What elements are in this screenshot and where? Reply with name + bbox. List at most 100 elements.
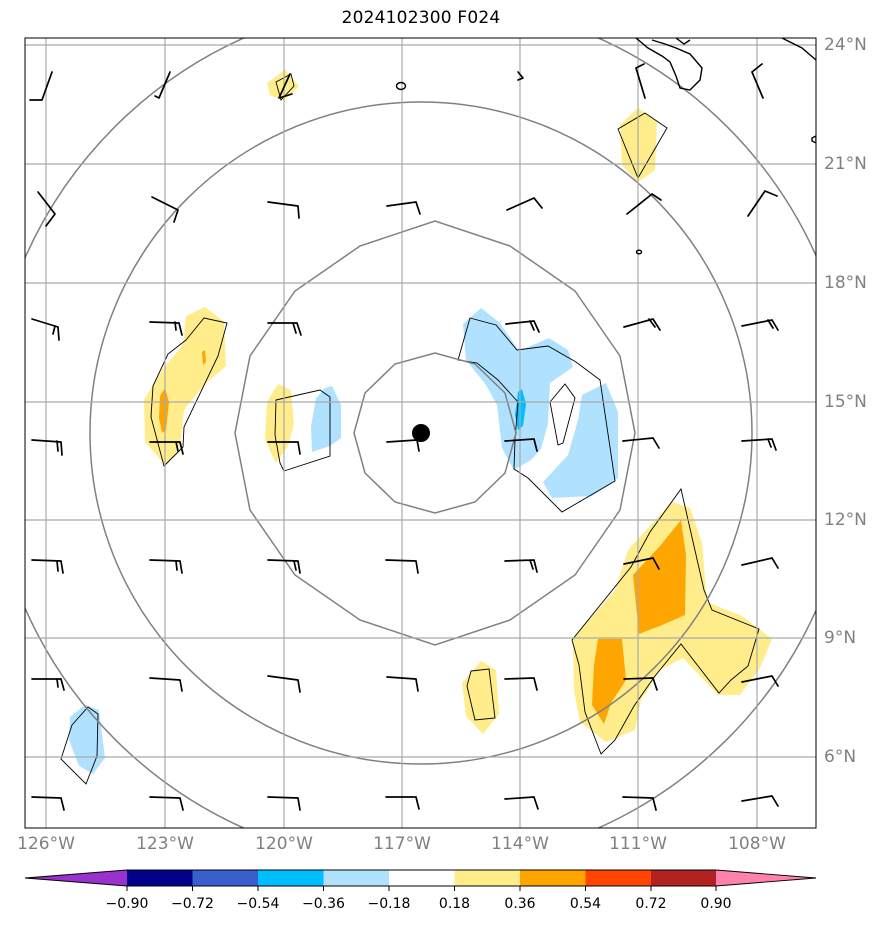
wind-barb [741, 557, 779, 569]
coastline-segment [675, 38, 691, 45]
wind-barb [149, 677, 183, 692]
wind-barb [504, 559, 538, 573]
colorbar-bin [585, 870, 651, 886]
shade-yellow [265, 384, 294, 463]
wind-barb [504, 796, 539, 810]
wind-barb [31, 559, 64, 574]
lon-label: 114°W [491, 834, 549, 854]
lon-label: 111°W [609, 834, 667, 854]
shade-light-blue [311, 386, 341, 452]
lat-label: 15°N [824, 392, 867, 412]
shade-orange [202, 350, 206, 365]
wind-barb [31, 439, 63, 456]
wind-barb [386, 201, 421, 215]
contour-line [457, 317, 616, 513]
colorbar-bin [127, 870, 193, 886]
lon-label: 120°W [255, 834, 313, 854]
island [811, 135, 816, 144]
range-ring [234, 220, 636, 646]
wind-barb [386, 676, 419, 692]
wind-barb [741, 675, 779, 687]
range-ring [89, 101, 753, 765]
wind-barb [623, 557, 660, 570]
storm-center-marker [412, 424, 430, 442]
colorbar-tick-label: 0.90 [700, 896, 732, 912]
wind-barb [385, 559, 419, 574]
range-ring [353, 352, 517, 514]
wind-barb [31, 318, 60, 341]
contour-line [275, 73, 295, 101]
shade-yellow [462, 661, 499, 734]
wind-barb [623, 677, 658, 691]
contour-line [617, 112, 668, 180]
colorbar-bin [454, 870, 520, 886]
contour-lines [60, 73, 760, 785]
shade-light-blue [69, 705, 105, 774]
range-rings [25, 38, 816, 828]
shade-light-blue [463, 308, 573, 470]
wind-barb [149, 796, 184, 811]
shade-orange [159, 388, 169, 433]
coastline-mainland [635, 38, 703, 91]
contour-line [466, 668, 496, 721]
lon-label: 123°W [136, 834, 194, 854]
wind-barb [506, 197, 543, 211]
coastline [395, 38, 816, 255]
colorbar-tick-label: 0.18 [438, 896, 471, 912]
contour-line [60, 706, 99, 785]
colorbar-tick-label: −0.18 [367, 896, 411, 912]
lat-label: 24°N [824, 35, 867, 55]
wind-barb [267, 201, 300, 219]
colorbar-extend-high [716, 870, 816, 886]
wind-barb [747, 190, 778, 217]
lon-label: 126°W [17, 834, 75, 854]
shade-yellow [267, 70, 299, 101]
wind-barb [626, 193, 662, 215]
wind-barb [278, 73, 293, 99]
wind-barb [267, 441, 301, 455]
shade-orange [592, 639, 626, 724]
positive-shading [144, 70, 772, 742]
colorbar-tick-label: 0.36 [504, 896, 536, 912]
wind-barb [751, 63, 764, 99]
wind-barbs [29, 63, 779, 811]
map-title: 2024102300 F024 [341, 8, 501, 28]
colorbar [24, 869, 817, 891]
wind-barb [31, 678, 65, 691]
wind-barb [154, 71, 171, 99]
colorbar-tick-label: −0.54 [236, 896, 280, 912]
wind-barb [267, 559, 301, 574]
negative-shading [69, 308, 618, 774]
colorbar-tick-label: 0.54 [569, 896, 602, 912]
shade-light-blue [543, 383, 618, 498]
contour-line [549, 383, 576, 446]
graticule [25, 38, 816, 828]
colorbar-tick-label: −0.72 [171, 896, 214, 912]
coastline-segment [781, 38, 816, 61]
wind-barb [37, 191, 56, 227]
island [395, 81, 407, 91]
colorbar-tick-label: 0.72 [635, 896, 667, 912]
lat-label: 21°N [824, 154, 867, 174]
wind-barb [29, 71, 53, 101]
wind-barb [151, 196, 179, 223]
lat-label: 9°N [824, 628, 857, 648]
shade-orange [633, 520, 686, 634]
wind-barb [31, 796, 65, 811]
colorbar-bin [258, 870, 324, 886]
wind-barb [149, 321, 183, 336]
map-frame [24, 37, 817, 829]
wind-barb [623, 318, 661, 331]
lat-label: 6°N [824, 747, 857, 767]
wind-barb [517, 71, 524, 81]
wind-barb [386, 439, 420, 452]
wind-barb [149, 441, 184, 455]
wind-barb [622, 437, 660, 449]
colorbar-bin [192, 870, 258, 886]
colorbar-bin [651, 870, 716, 886]
lon-label: 117°W [373, 834, 431, 854]
colorbar-tick-label: −0.90 [105, 896, 149, 912]
wind-barb [505, 320, 540, 333]
island [635, 249, 643, 255]
lat-label: 12°N [824, 510, 867, 530]
